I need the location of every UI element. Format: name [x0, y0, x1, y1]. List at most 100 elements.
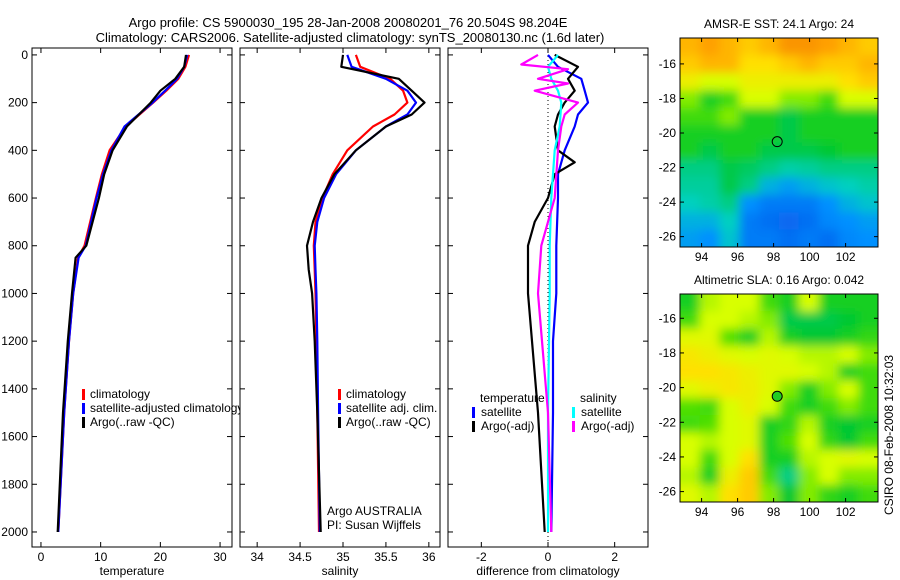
legend-label: Argo(-adj): [581, 419, 634, 433]
x-axis-label: temperature: [100, 564, 165, 578]
heatmap-cell: [699, 55, 721, 74]
heatmap-cell: [699, 159, 721, 179]
heatmap-cell: [798, 125, 820, 144]
heatmap-cell: [858, 125, 878, 144]
heatmap-cell: [858, 363, 878, 382]
heatmap-cell: [739, 125, 761, 144]
heatmap-cell: [699, 107, 721, 127]
legend-label: Argo(..raw -QC): [346, 415, 431, 429]
y-tick-label: -18: [659, 346, 677, 360]
heatmap-cell: [719, 90, 741, 109]
heatmap-cell: [759, 194, 780, 214]
heatmap-cell: [739, 328, 761, 347]
legend-label: climatology: [90, 387, 150, 401]
heatmap-cell: [680, 484, 701, 502]
heatmap-cell: [779, 55, 800, 74]
heatmap-cell: [818, 125, 840, 144]
heatmap-cell: [798, 450, 820, 469]
heatmap-cell: [680, 346, 701, 365]
heatmap-cell: [680, 142, 701, 161]
heatmap-cell: [739, 177, 761, 196]
heatmap-cell: [858, 311, 878, 330]
heatmap-cell: [779, 38, 800, 57]
heatmap-cell: [818, 432, 840, 451]
heatmap-cell: [759, 125, 780, 144]
heatmap-cell: [699, 398, 721, 417]
heatmap-cell: [798, 415, 820, 434]
heatmap-cell: [699, 177, 721, 196]
heatmap: [680, 294, 878, 502]
heatmap-cell: [739, 415, 761, 434]
heatmap-cell: [779, 328, 800, 347]
heatmap-cell: [759, 159, 780, 179]
heatmap-cell: [759, 142, 780, 161]
series-line-satellite-adj-clim-: [313, 54, 418, 533]
heatmap-cell: [759, 212, 780, 231]
heatmap-cell: [680, 177, 701, 196]
heatmap-cell: [798, 194, 820, 214]
heatmap-cell: [779, 450, 800, 469]
legend-swatch: [82, 403, 85, 414]
x-tick-label: -2: [476, 550, 487, 564]
x-tick-label: 36: [422, 550, 436, 564]
x-tick-label: 98: [767, 505, 781, 519]
map-axes-box: [679, 37, 879, 248]
heatmap-cell: [759, 55, 780, 74]
series-line-temperature-satellite: [547, 54, 590, 533]
legend-label: satellite: [481, 405, 522, 419]
heatmap-cell: [759, 415, 780, 434]
heatmap-cell: [759, 432, 780, 451]
legend-label: satellite-adjusted climatology: [90, 401, 243, 415]
heatmap-cell: [719, 328, 741, 347]
y-tick-label: 400: [8, 143, 28, 157]
heatmap-cell: [818, 294, 840, 313]
heatmap-cell: [779, 159, 800, 179]
heatmap-cell: [759, 363, 780, 382]
x-axis-label: salinity: [322, 564, 359, 578]
heatmap-cell: [719, 142, 741, 161]
heatmap-cell: [719, 72, 741, 92]
heatmap-cell: [680, 380, 701, 399]
legend-label: satellite adj. clim.: [346, 401, 437, 415]
heatmap-cell: [818, 159, 840, 179]
legend-label: Argo(..raw -QC): [90, 415, 175, 429]
heatmap-cell: [739, 107, 761, 127]
heatmap-cell: [779, 346, 800, 365]
heatmap-cell: [858, 467, 878, 486]
heatmap-cell: [779, 467, 800, 486]
heatmap-cell: [739, 380, 761, 399]
heatmap-cell: [739, 55, 761, 74]
axes-box: [239, 47, 441, 548]
heatmap-cell: [838, 142, 860, 161]
heatmap-cell: [739, 142, 761, 161]
argo-float-marker: [771, 136, 783, 148]
heatmap-cell: [838, 125, 860, 144]
map-title: AMSR-E SST: 24.1 Argo: 24: [704, 17, 854, 31]
heatmap-cell: [759, 467, 780, 486]
heatmap-cell: [818, 311, 840, 330]
heatmap-cell: [699, 212, 721, 231]
heatmap-cell: [759, 328, 780, 347]
heatmap-cell: [818, 467, 840, 486]
heatmap-cell: [858, 415, 878, 434]
owner-annotation: PI: Susan Wijffels: [327, 518, 421, 532]
heatmap-cell: [838, 159, 860, 179]
heatmap-cell: [719, 38, 741, 57]
heatmap-cell: [779, 229, 800, 247]
heatmap-cell: [719, 467, 741, 486]
heatmap-cell: [719, 212, 741, 231]
argo-float-marker: [771, 390, 783, 402]
heatmap-cell: [719, 380, 741, 399]
heatmap-cell: [759, 484, 780, 502]
heatmap-cell: [680, 363, 701, 382]
heatmap-cell: [739, 229, 761, 247]
heatmap-cell: [838, 415, 860, 434]
heatmap-cell: [838, 450, 860, 469]
y-tick-label: -16: [659, 57, 677, 71]
heatmap-cell: [798, 212, 820, 231]
heatmap-cell: [759, 177, 780, 196]
heatmap-cell: [739, 294, 761, 313]
x-tick-label: 94: [695, 250, 709, 264]
heatmap-cells: [680, 38, 878, 247]
credit-timestamp: CSIRO 08-Feb-2008 10:32:03: [882, 355, 896, 515]
